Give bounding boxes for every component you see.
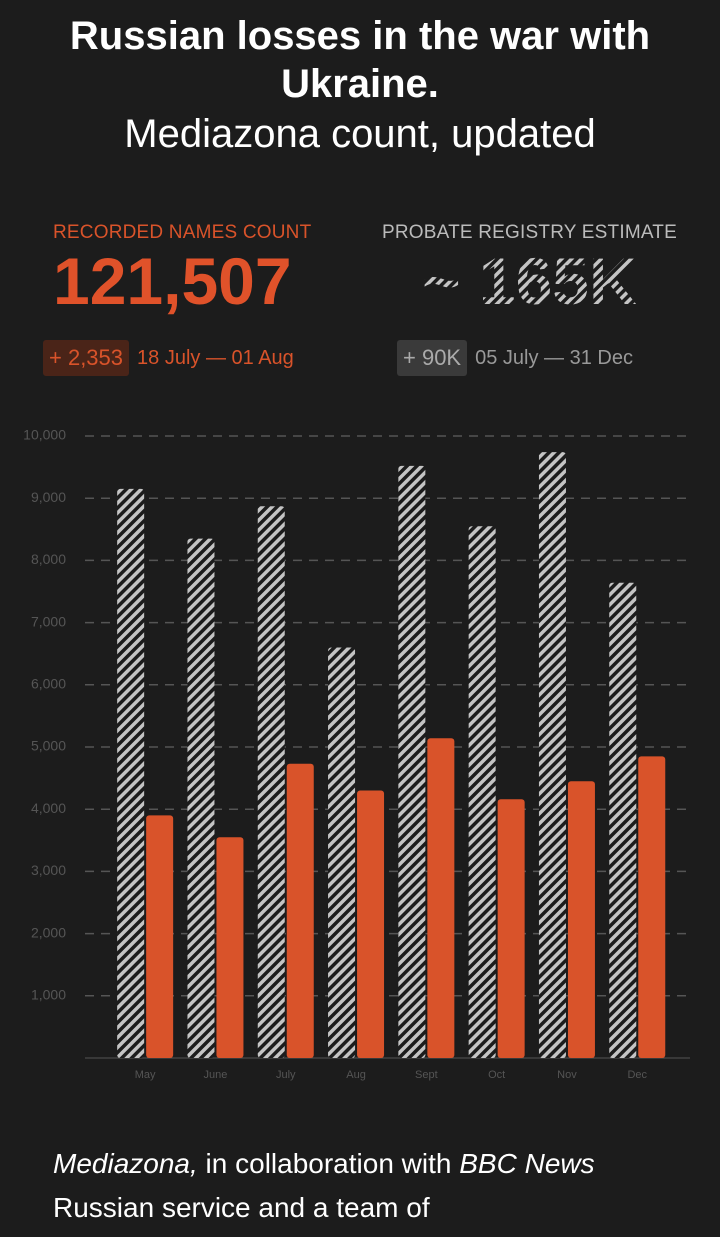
y-tick-label: 4,000 bbox=[31, 800, 66, 816]
stat: RECORDED NAMES COUNT 121,507 + 2,353 18 Jul… bbox=[43, 222, 373, 376]
footer-segment: Mediazona, bbox=[53, 1148, 198, 1179]
x-tick-label: Dec bbox=[627, 1069, 647, 1081]
footer-segment: in collaboration with bbox=[197, 1148, 460, 1179]
x-tick-label: Oct bbox=[488, 1069, 505, 1081]
y-tick-label: 9,000 bbox=[31, 489, 66, 505]
x-tick-label: May bbox=[135, 1069, 156, 1081]
header: Russian losses in the war with Ukraine. … bbox=[0, 12, 720, 160]
bar bbox=[468, 526, 496, 1058]
y-tick-label: 3,000 bbox=[31, 862, 66, 878]
bar bbox=[567, 781, 595, 1058]
bar bbox=[257, 506, 285, 1058]
bar bbox=[497, 799, 525, 1058]
stat-change: + 90K bbox=[397, 340, 468, 376]
stat-value: 121,507 bbox=[53, 248, 292, 318]
stat-label: RECORDED NAMES COUNT bbox=[53, 222, 312, 243]
bar bbox=[357, 790, 385, 1058]
bar bbox=[216, 837, 244, 1058]
footer-segment: BBC News bbox=[459, 1148, 595, 1179]
y-tick-label: 1,000 bbox=[31, 987, 66, 1003]
y-tick-label: 6,000 bbox=[31, 676, 66, 692]
stat-number: 121,507 bbox=[53, 248, 292, 318]
bar bbox=[328, 647, 356, 1058]
footer-segment: Russian service and a team of bbox=[53, 1148, 603, 1223]
stat-change: + 2,353 bbox=[43, 340, 130, 376]
bar bbox=[398, 465, 426, 1059]
chart: 1,000 2,000 3,000 4,000 5,000 6,000 7,000 8,000… bbox=[23, 427, 690, 1081]
stat: PROBATE REGISTRY ESTIMATE ~ 165K + 90K 05 J… bbox=[382, 222, 702, 376]
y-tick-label: 7,000 bbox=[31, 613, 66, 629]
bar bbox=[117, 488, 145, 1058]
bar bbox=[427, 738, 455, 1058]
y-tick-label: 8,000 bbox=[31, 551, 66, 567]
x-tick-label: June bbox=[204, 1069, 228, 1081]
bar bbox=[538, 452, 566, 1058]
footer-text: Mediazona, in collaboration with BBC New… bbox=[53, 1142, 653, 1230]
stat-period: 18 July — 01 Aug bbox=[137, 346, 294, 369]
bar bbox=[187, 538, 215, 1058]
x-tick-label: Nov bbox=[557, 1069, 577, 1081]
x-tick-label: July bbox=[276, 1069, 296, 1081]
y-tick-label: 5,000 bbox=[31, 738, 66, 754]
subtitle: Mediazona count, updated bbox=[124, 112, 596, 156]
bar bbox=[286, 763, 314, 1058]
bar bbox=[146, 815, 174, 1058]
title: Russian losses in the war with Ukraine. bbox=[69, 14, 651, 106]
x-tick-label: Sept bbox=[415, 1069, 438, 1081]
y-tick-label: 10,000 bbox=[23, 427, 66, 443]
stat-value: ~ 165K bbox=[422, 248, 637, 318]
stat-row: + 2,353 18 July — 01 Aug bbox=[43, 340, 373, 376]
x-tick-label: Aug bbox=[346, 1069, 366, 1081]
stat-number: ~ 165K bbox=[422, 248, 637, 318]
y-tick-label: 2,000 bbox=[31, 924, 66, 940]
bar bbox=[609, 582, 637, 1058]
bar bbox=[638, 756, 666, 1058]
stat-period: 05 July — 31 Dec bbox=[475, 346, 633, 369]
stat-label: PROBATE REGISTRY ESTIMATE bbox=[382, 222, 677, 243]
stat-row: + 90K 05 July — 31 Dec bbox=[397, 340, 702, 376]
